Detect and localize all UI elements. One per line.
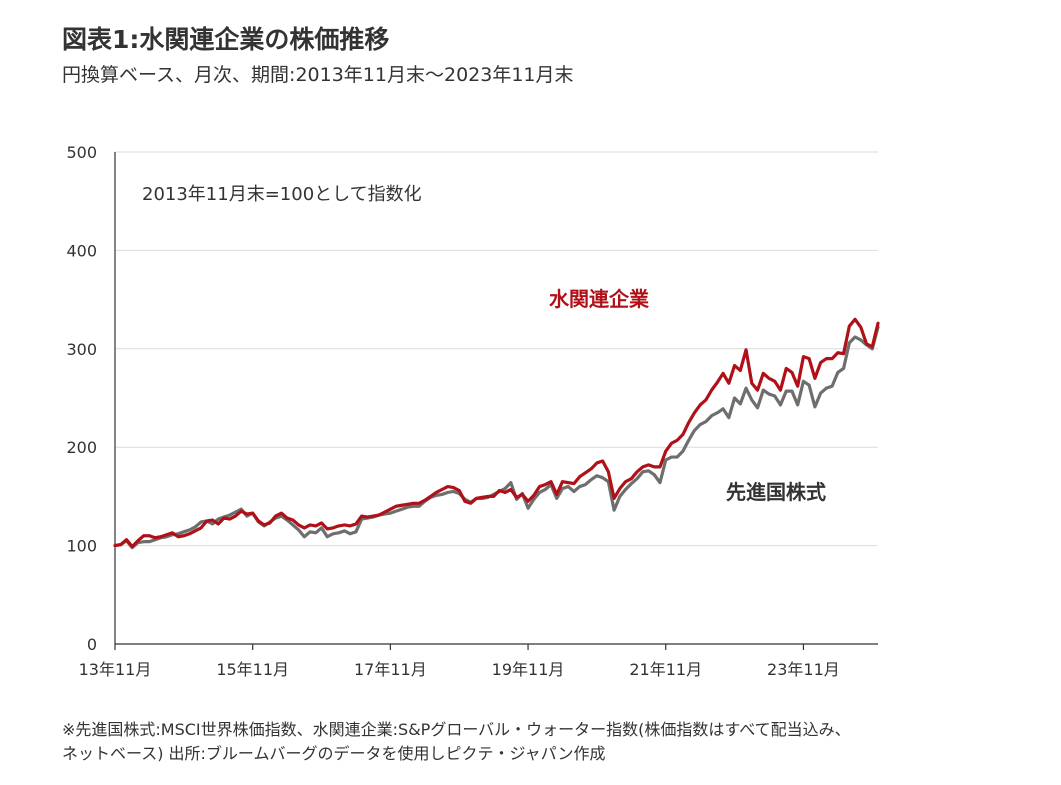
chart-subtitle: 円換算ベース、月次、期間:2013年11月末〜2023年11月末: [62, 64, 574, 86]
series-line-world: [113, 325, 880, 550]
footnote: ※先進国株式:MSCI世界株価指数、水関連企業:S&Pグローバル・ウォーター指数…: [62, 718, 1042, 766]
y-tick-label: 300: [66, 340, 97, 359]
axes: [114, 152, 878, 650]
x-tick-label: 21年11月: [629, 660, 702, 679]
y-tick-label: 500: [66, 143, 97, 162]
x-tick-label: 19年11月: [492, 660, 565, 679]
grid-lines: [115, 151, 878, 547]
series-line-water: [113, 317, 880, 549]
chart-title: 図表1:水関連企業の株価推移: [62, 25, 390, 54]
series-label-water: 水関連企業: [549, 287, 650, 311]
index-annotation: 2013年11月末=100として指数化: [142, 184, 422, 205]
footnote-line-2: ネットベース) 出所:ブルームバーグのデータを使用しピクテ・ジャパン作成: [62, 744, 606, 763]
series-label-world: 先進国株式: [726, 480, 826, 504]
axis-labels: 0 100 200 300 400 500 13年11月 15年11月 17年11月 19年11月…: [66, 143, 839, 679]
y-tick-label: 0: [87, 635, 97, 654]
x-tick-label: 23年11月: [767, 660, 840, 679]
y-tick-label: 400: [66, 241, 97, 260]
x-tick-label: 15年11月: [216, 660, 289, 679]
series-lines: [113, 317, 880, 550]
footnote-line-1: ※先進国株式:MSCI世界株価指数、水関連企業:S&Pグローバル・ウォーター指数…: [62, 720, 851, 739]
y-tick-label: 200: [66, 438, 97, 457]
y-tick-label: 100: [66, 537, 97, 556]
x-tick-label: 17年11月: [354, 660, 427, 679]
x-tick-label: 13年11月: [79, 660, 152, 679]
